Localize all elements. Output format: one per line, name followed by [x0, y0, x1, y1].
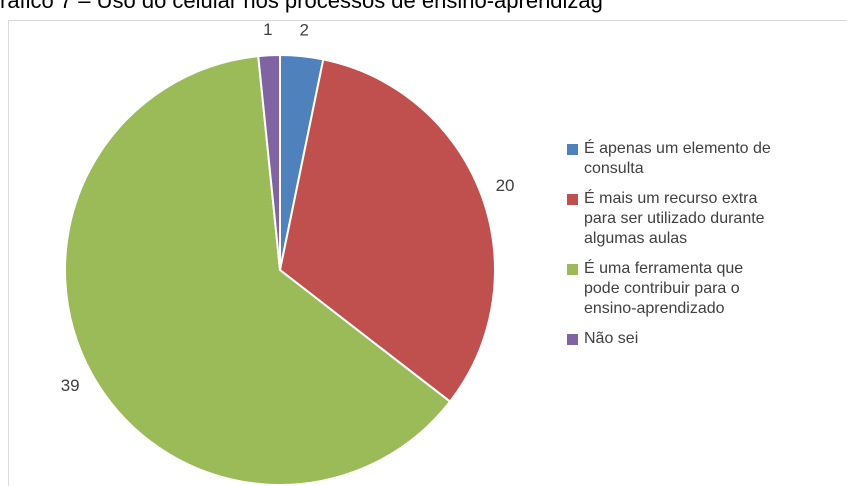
legend-label: É apenas um elemento de consulta — [584, 140, 771, 177]
data-label: 2 — [300, 21, 309, 40]
pie-slice — [257, 53, 281, 271]
legend-item: É uma ferramenta que pode contribuir par… — [567, 259, 773, 319]
chart-title: ráfico 7 – Uso do celular nos processos … — [0, 0, 603, 13]
legend-item: Não sei — [567, 329, 773, 349]
legend: É apenas um elemento de consulta É mais u… — [567, 139, 773, 359]
legend-label: É mais um recurso extra para ser utiliza… — [584, 190, 765, 247]
legend-label: Não sei — [584, 330, 639, 347]
pie-slice — [64, 55, 452, 486]
legend-swatch — [567, 194, 578, 205]
pie-slice — [278, 58, 496, 404]
legend-swatch — [567, 144, 578, 155]
legend-swatch — [567, 334, 578, 345]
legend-label: É uma ferramenta que pode contribuir par… — [584, 260, 744, 317]
legend-item: É apenas um elemento de consulta — [567, 139, 773, 179]
legend-swatch — [567, 264, 578, 275]
chart-frame — [8, 20, 847, 486]
data-label: 20 — [496, 176, 515, 195]
legend-item: É mais um recurso extra para ser utiliza… — [567, 189, 773, 249]
data-label: 39 — [61, 376, 80, 395]
data-label: 1 — [263, 20, 272, 39]
